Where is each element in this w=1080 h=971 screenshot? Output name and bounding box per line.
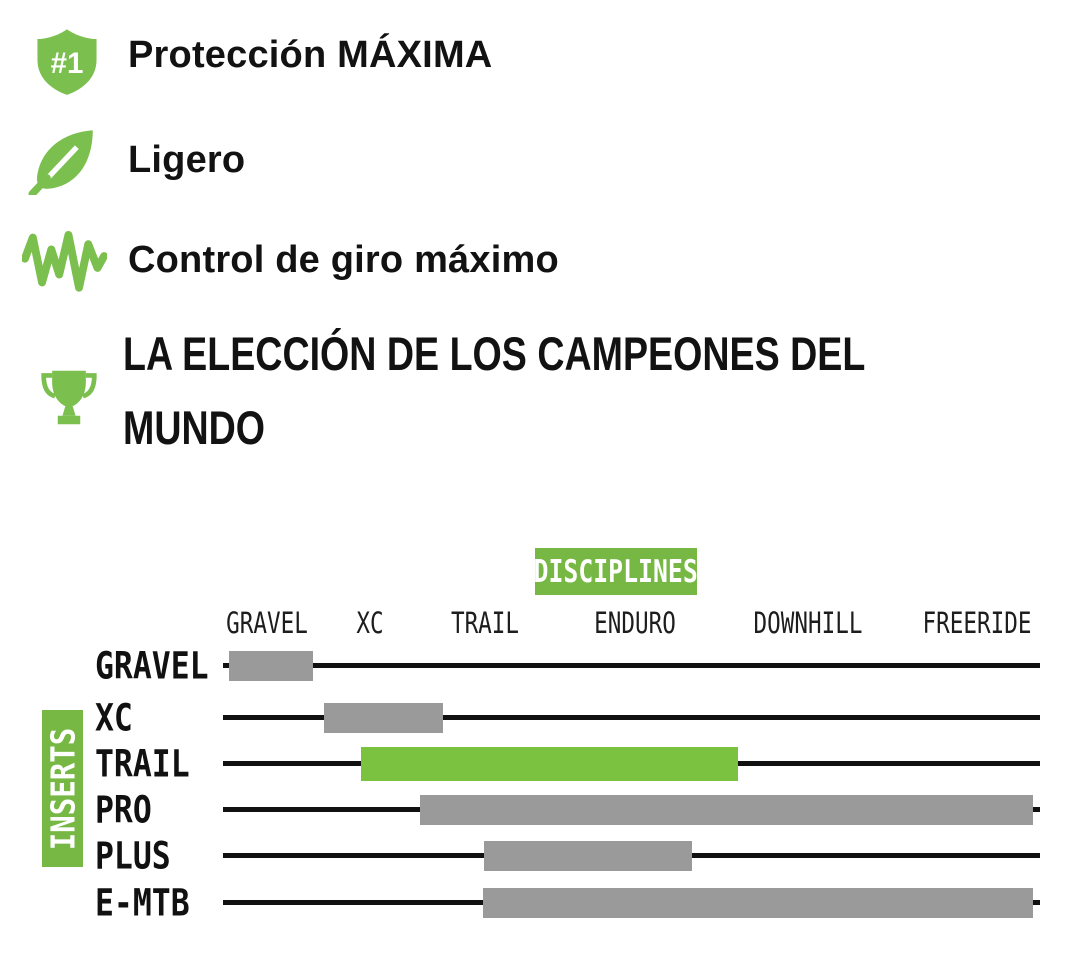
feature-label-control: Control de giro máximo xyxy=(128,239,559,281)
feature-label-light: Ligero xyxy=(128,139,246,181)
y-axis-label-badge: INSERTS xyxy=(42,710,83,867)
waveform-icon xyxy=(22,227,107,293)
feature-headline-line2: MUNDO xyxy=(123,401,266,454)
range-bar xyxy=(324,703,443,733)
feather-icon xyxy=(24,127,102,195)
y-axis-label: INSERTS xyxy=(43,727,82,850)
chart-title: DISCIPLINES xyxy=(533,553,699,590)
discipline-column-label: XC xyxy=(356,606,384,640)
insert-row-label: E-MTB xyxy=(95,881,190,925)
number-one-shield-icon: #1 xyxy=(30,27,104,97)
range-bar xyxy=(484,841,692,871)
insert-row-label: PRO xyxy=(95,788,152,832)
discipline-column-label: FREERIDE xyxy=(922,606,1032,640)
insert-row-label: PLUS xyxy=(95,834,171,878)
range-bar xyxy=(420,795,1033,825)
feature-headline-line1: LA ELECCIÓN DE LOS CAMPEONES DEL xyxy=(123,327,866,380)
discipline-column-label: ENDURO xyxy=(594,606,676,640)
insert-row-label: XC xyxy=(95,696,133,740)
trophy-icon xyxy=(39,365,99,429)
discipline-column-label: DOWNHILL xyxy=(753,606,863,640)
timeline-line xyxy=(223,715,1040,720)
shield-number-text: #1 xyxy=(51,47,84,80)
feature-label-protection: Protección MÁXIMA xyxy=(128,34,493,76)
chart-title-badge: DISCIPLINES xyxy=(533,548,699,595)
insert-row-label: GRAVEL xyxy=(95,644,209,688)
discipline-column-label: GRAVEL xyxy=(226,606,308,640)
discipline-column-label: TRAIL xyxy=(450,606,520,640)
insert-row-label: TRAIL xyxy=(95,742,190,786)
timeline-line xyxy=(223,663,1040,668)
range-bar xyxy=(361,747,738,781)
range-bar xyxy=(229,651,313,681)
range-bar xyxy=(483,888,1033,918)
